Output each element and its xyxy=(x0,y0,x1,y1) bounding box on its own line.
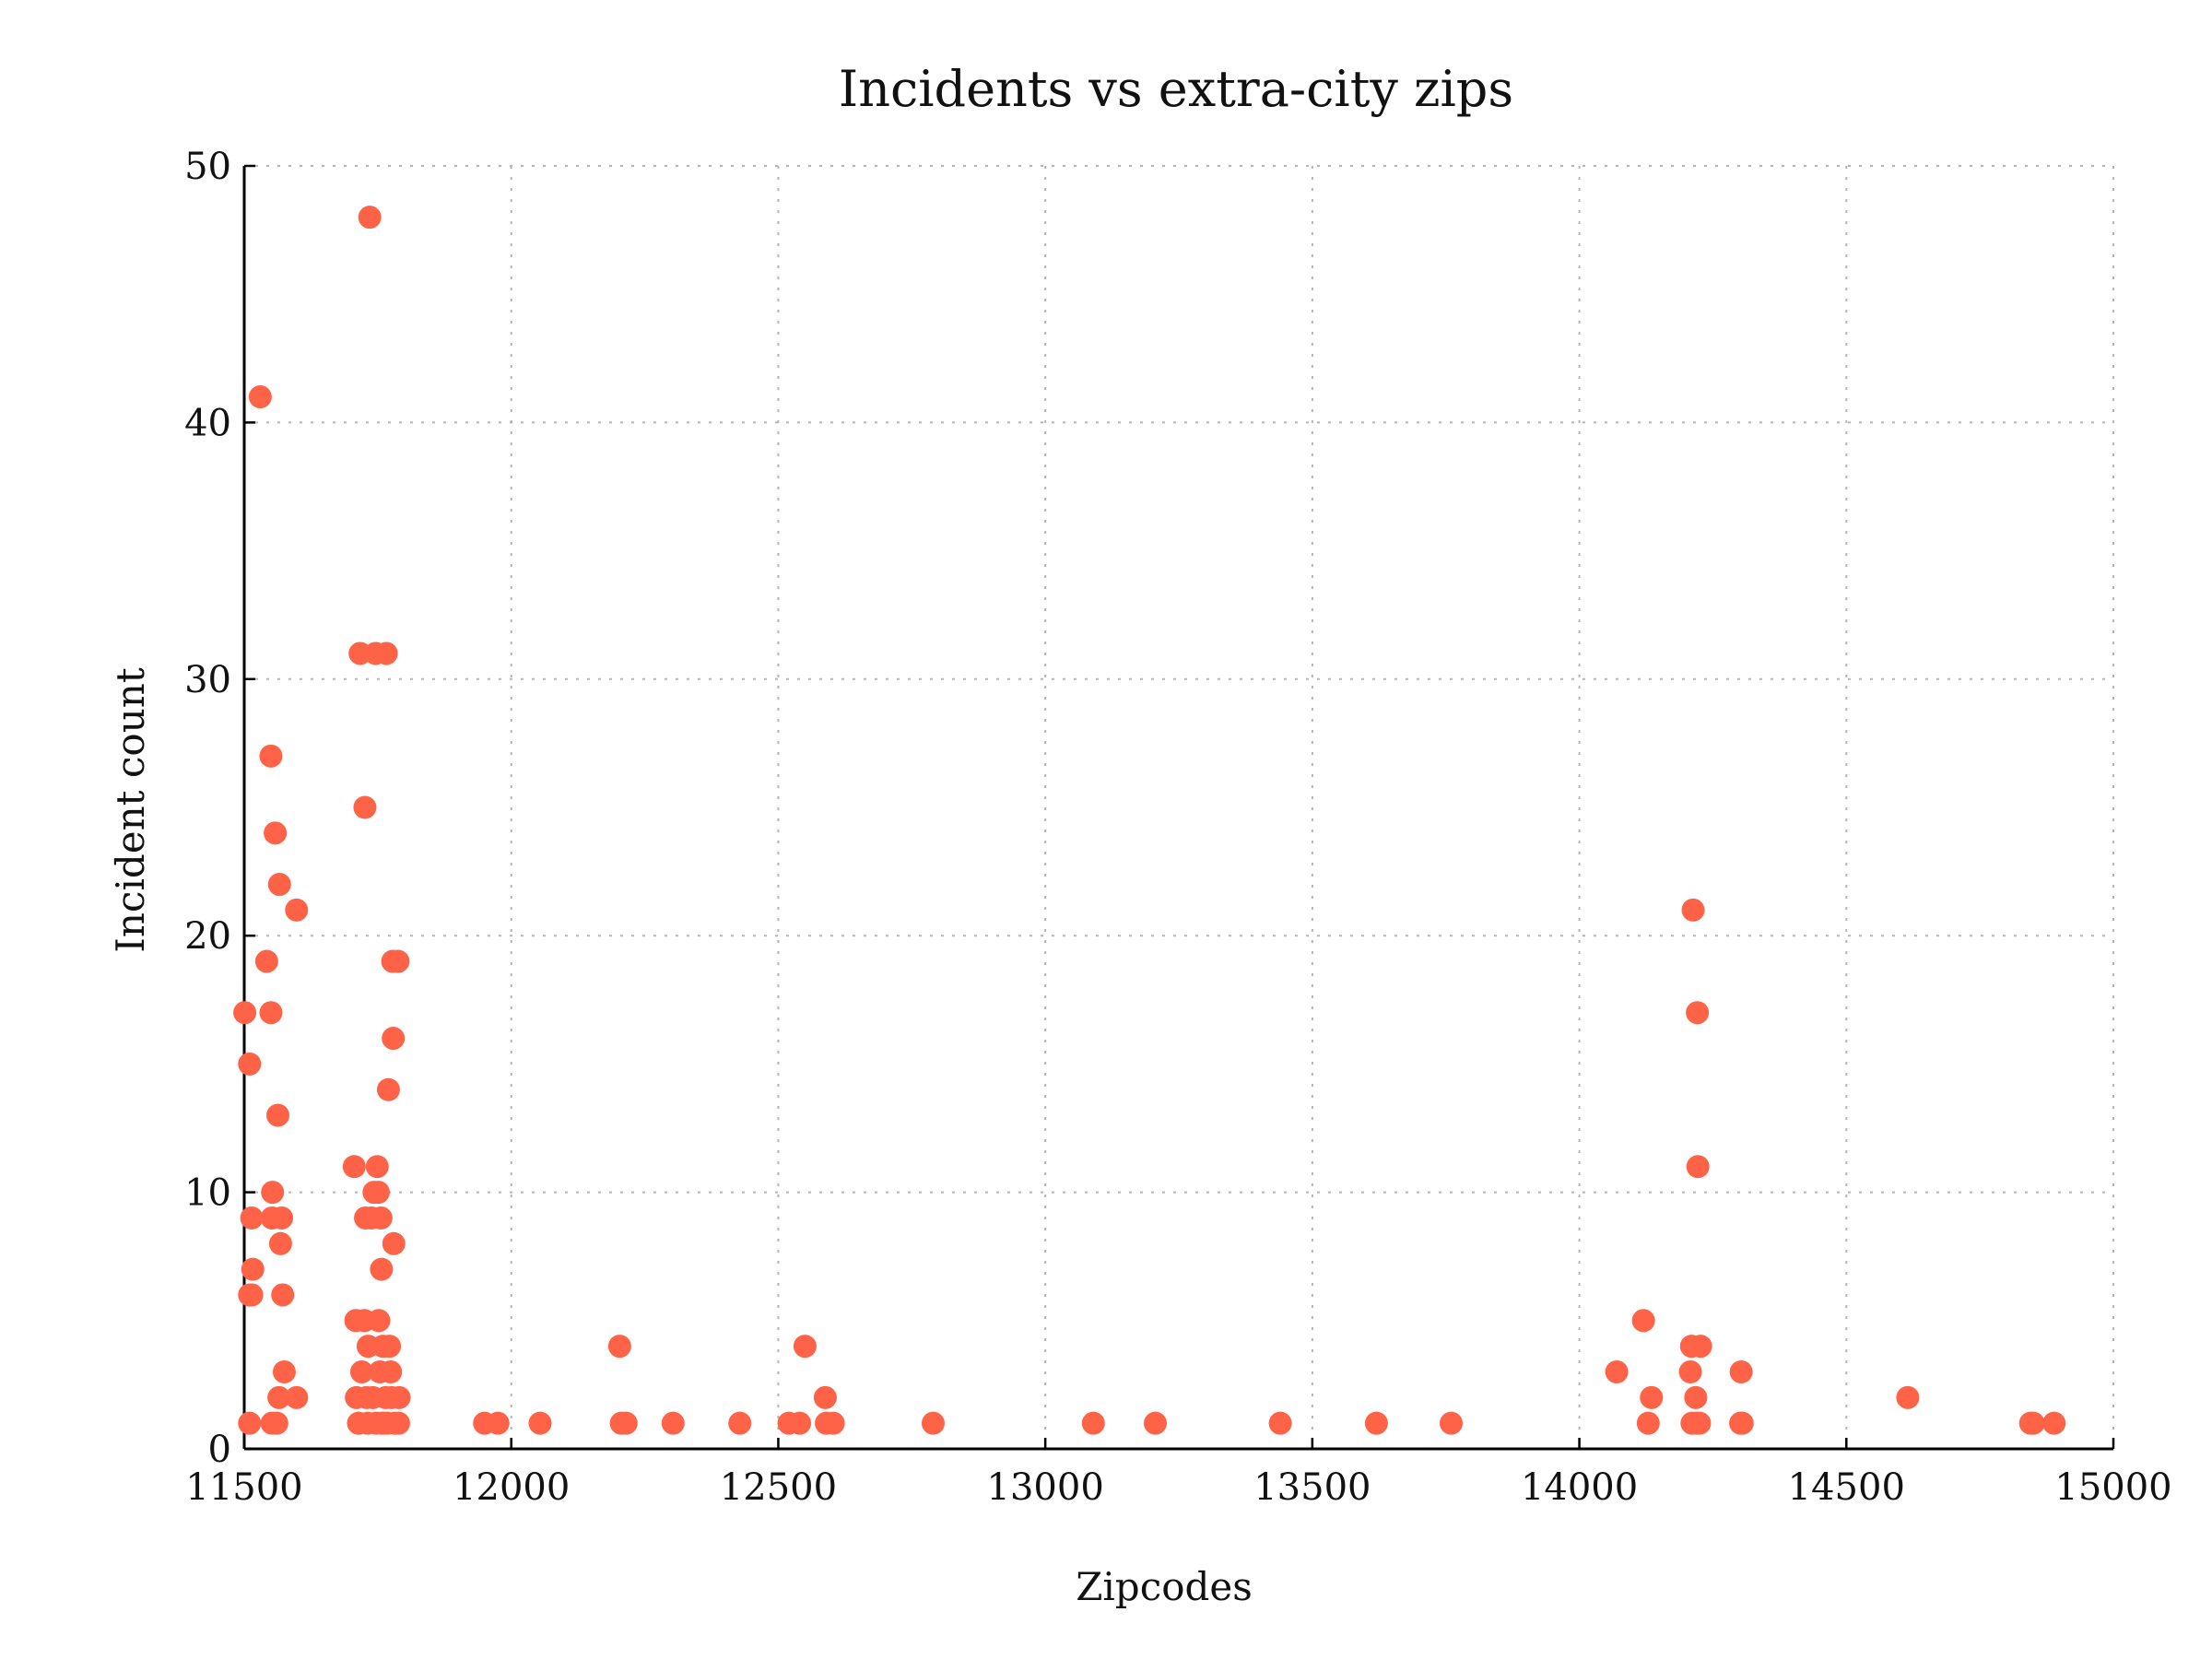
data-point-5 xyxy=(240,1206,264,1230)
data-point-12 xyxy=(261,1181,285,1205)
data-point-43 xyxy=(365,1155,389,1179)
data-point-2 xyxy=(238,1052,262,1076)
y-tick-label-0: 0 xyxy=(208,1429,231,1471)
y-tick-label-20: 20 xyxy=(184,915,231,958)
data-point-57 xyxy=(379,1359,403,1383)
data-point-23 xyxy=(285,898,309,922)
y-tick-label-10: 10 xyxy=(184,1172,231,1215)
data-point-102 xyxy=(1730,1411,1754,1435)
data-point-47 xyxy=(369,1206,393,1230)
data-point-89 xyxy=(1640,1385,1664,1409)
x-tick-label-14500: 14500 xyxy=(1788,1466,1905,1509)
y-tick-label-30: 30 xyxy=(184,659,231,701)
data-point-67 xyxy=(486,1411,510,1435)
data-point-21 xyxy=(272,1359,296,1383)
data-point-9 xyxy=(259,744,283,768)
data-point-8 xyxy=(254,949,278,973)
data-point-24 xyxy=(260,1411,284,1435)
data-point-15 xyxy=(266,1103,290,1127)
y-tick-label-40: 40 xyxy=(184,402,231,444)
data-point-76 xyxy=(793,1335,817,1359)
x-axis-label: Zipcodes xyxy=(1076,1564,1253,1609)
data-point-94 xyxy=(1684,1385,1708,1409)
data-point-13 xyxy=(264,821,288,845)
data-point-84 xyxy=(1364,1411,1388,1435)
y-axis-label: Incident count xyxy=(108,667,153,953)
x-tick-label-13500: 13500 xyxy=(1253,1466,1371,1509)
data-point-99 xyxy=(1688,1335,1712,1359)
data-point-4 xyxy=(240,1283,264,1307)
data-point-71 xyxy=(614,1411,638,1435)
data-point-77 xyxy=(813,1385,837,1409)
data-point-97 xyxy=(1686,1155,1710,1179)
data-point-25 xyxy=(342,1155,366,1179)
data-point-64 xyxy=(386,1411,410,1435)
data-point-103 xyxy=(1896,1385,1920,1409)
data-point-79 xyxy=(821,1411,845,1435)
data-point-55 xyxy=(376,1077,400,1101)
data-point-73 xyxy=(728,1411,752,1435)
data-point-75 xyxy=(788,1411,812,1435)
data-point-96 xyxy=(1686,1001,1710,1025)
data-point-87 xyxy=(1631,1309,1655,1333)
x-tick-label-11500: 11500 xyxy=(185,1466,302,1509)
tick-labels: 11500 12000 12500 13000 13500 14000 14500 15000… xyxy=(184,146,2172,1509)
data-point-68 xyxy=(528,1411,552,1435)
data-point-61 xyxy=(382,1231,406,1255)
data-point-101 xyxy=(1729,1359,1753,1383)
data-point-53 xyxy=(374,641,398,665)
data-points xyxy=(233,206,2066,1435)
data-point-81 xyxy=(1081,1411,1105,1435)
data-point-106 xyxy=(2042,1411,2066,1435)
data-point-32 xyxy=(353,795,377,819)
data-point-56 xyxy=(378,1335,402,1359)
data-point-80 xyxy=(921,1411,945,1435)
data-point-6 xyxy=(241,1257,265,1281)
data-point-72 xyxy=(661,1411,685,1435)
data-point-44 xyxy=(366,1181,390,1205)
x-tick-label-13000: 13000 xyxy=(987,1466,1104,1509)
data-point-37 xyxy=(358,206,382,229)
data-point-82 xyxy=(1144,1411,1168,1435)
data-point-69 xyxy=(607,1335,631,1359)
data-point-48 xyxy=(370,1257,394,1281)
axes xyxy=(242,164,2115,1451)
chart-title: Incidents vs extra-city zips xyxy=(839,60,1513,118)
data-point-45 xyxy=(367,1309,391,1333)
x-tick-label-12500: 12500 xyxy=(720,1466,837,1509)
x-tick-label-12000: 12000 xyxy=(453,1466,570,1509)
data-point-98 xyxy=(1688,1411,1712,1435)
data-point-63 xyxy=(386,949,410,973)
data-point-22 xyxy=(285,1385,309,1409)
x-tick-label-14000: 14000 xyxy=(1521,1466,1638,1509)
data-point-88 xyxy=(1636,1411,1660,1435)
data-point-93 xyxy=(1681,898,1705,922)
data-point-65 xyxy=(387,1385,411,1409)
data-point-7 xyxy=(248,385,272,409)
data-point-18 xyxy=(268,1231,292,1255)
data-point-19 xyxy=(270,1206,294,1230)
data-point-10 xyxy=(259,1001,283,1025)
data-point-83 xyxy=(1268,1411,1292,1435)
data-point-60 xyxy=(382,1027,406,1051)
x-tick-label-15000: 15000 xyxy=(2054,1466,2171,1509)
data-point-16 xyxy=(267,1385,291,1409)
data-point-90 xyxy=(1678,1359,1702,1383)
gridlines xyxy=(244,165,2114,1449)
data-point-105 xyxy=(2021,1411,2045,1435)
y-tick-label-50: 50 xyxy=(184,146,231,188)
data-point-30 xyxy=(349,1359,373,1383)
data-point-1 xyxy=(238,1411,262,1435)
data-point-17 xyxy=(267,873,291,897)
data-point-0 xyxy=(233,1001,257,1025)
data-point-20 xyxy=(271,1283,295,1307)
data-point-86 xyxy=(1605,1359,1629,1383)
data-point-85 xyxy=(1440,1411,1464,1435)
